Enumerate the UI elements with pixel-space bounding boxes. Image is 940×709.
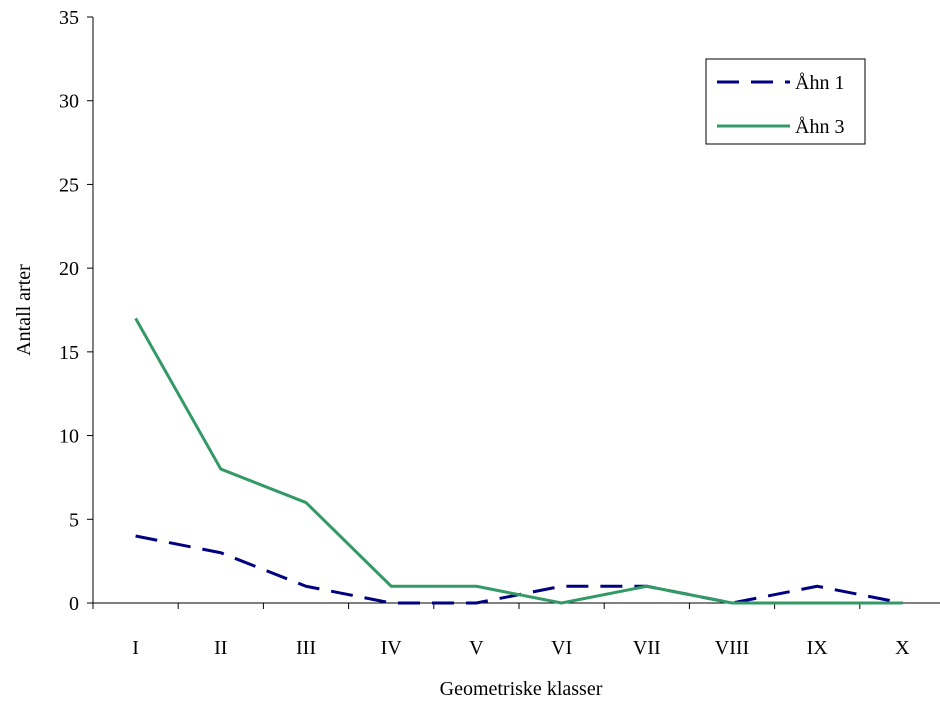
y-tick-label: 0 [69,593,79,615]
legend-label-ahn-1: Åhn 1 [795,72,844,94]
y-tick-label: 25 [59,174,79,196]
series-line-ahn-1 [136,536,903,603]
x-tick-label: III [296,637,316,659]
x-tick-label: V [469,637,484,659]
legend: Åhn 1 Åhn 3 [706,59,865,144]
x-tick-label: II [214,637,227,659]
series-line-ahn-3 [136,318,903,603]
x-tick-label: IX [807,637,829,659]
x-tick-label: VII [633,637,661,659]
y-axis-ticks: 0 5 10 15 20 25 30 35 [59,7,93,615]
x-tick-label: VIII [715,637,749,659]
y-tick-label: 30 [59,91,79,113]
x-tick-label: IV [381,637,403,659]
y-tick-label: 35 [59,7,79,29]
y-tick-label: 5 [69,509,79,531]
legend-label-ahn-3: Åhn 3 [795,116,844,138]
y-tick-label: 20 [59,258,79,280]
x-tick-label: VI [551,637,572,659]
x-axis-title: Geometriske klasser [440,678,603,700]
y-axis-title: Antall arter [13,264,35,356]
y-tick-label: 15 [59,342,79,364]
y-tick-label: 10 [59,426,79,448]
x-tick-label: I [132,637,139,659]
x-tick-label: X [895,637,910,659]
series-layer [136,318,903,603]
